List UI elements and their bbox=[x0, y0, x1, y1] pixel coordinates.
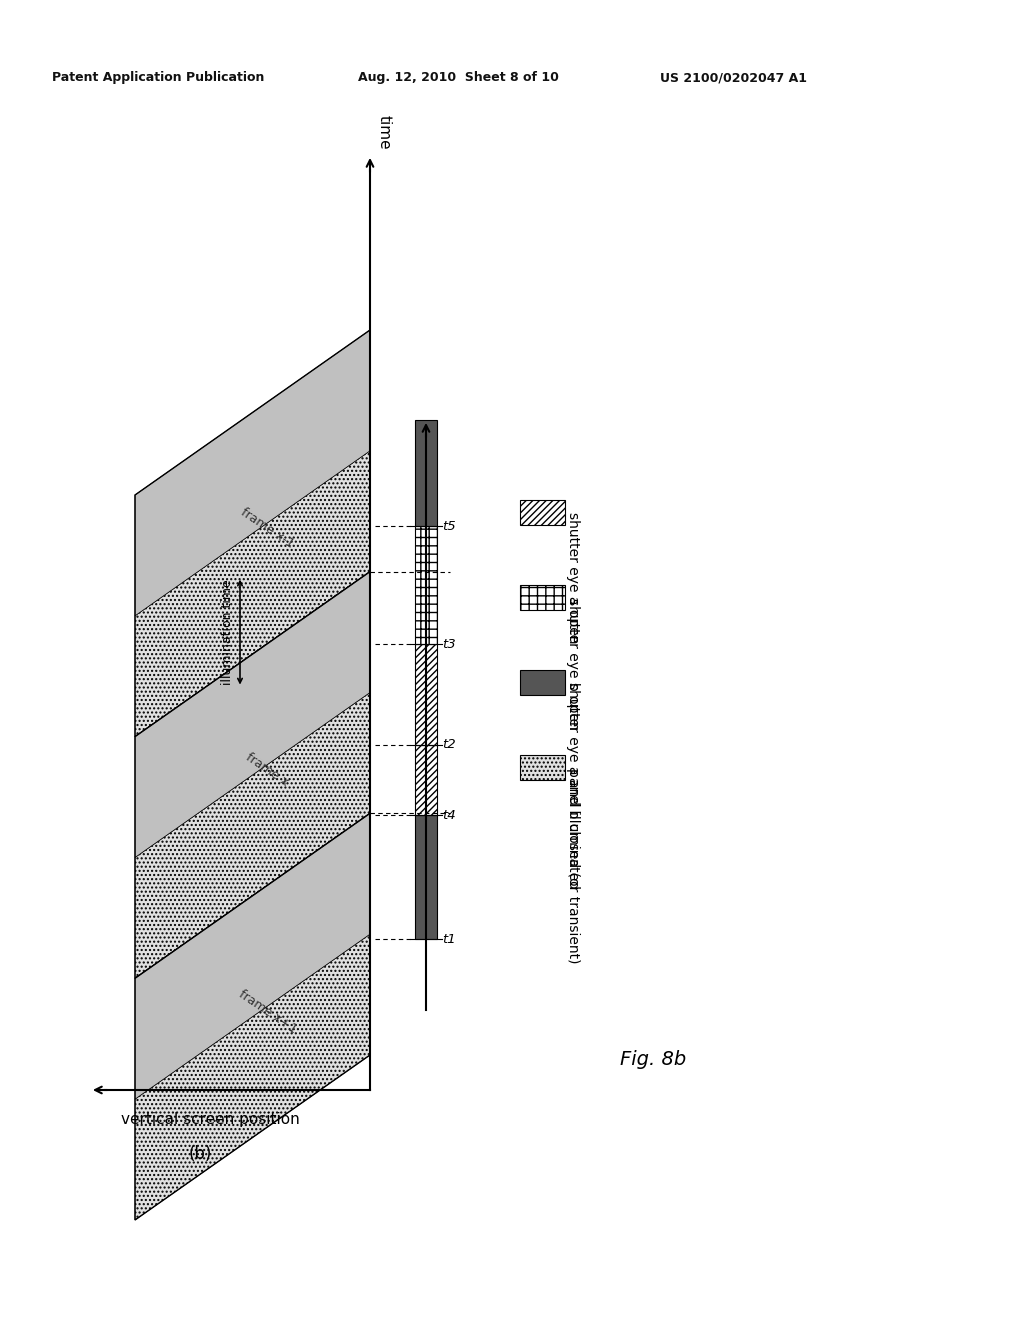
Text: vertical screen position: vertical screen position bbox=[121, 1111, 299, 1127]
Text: shutter eye a open: shutter eye a open bbox=[566, 512, 580, 644]
Text: time: time bbox=[377, 115, 392, 150]
Text: Fig. 8b: Fig. 8b bbox=[620, 1049, 686, 1069]
Polygon shape bbox=[135, 572, 370, 858]
Polygon shape bbox=[135, 693, 370, 978]
Bar bbox=[415, 816, 437, 940]
Text: t4: t4 bbox=[442, 809, 456, 822]
Text: frame x: frame x bbox=[244, 751, 291, 789]
Polygon shape bbox=[135, 813, 370, 1100]
Bar bbox=[520, 755, 565, 780]
Text: shutter eye a and b closed (or transient): shutter eye a and b closed (or transient… bbox=[566, 682, 580, 964]
Text: frame x+1: frame x+1 bbox=[237, 987, 299, 1036]
Text: shutter eye b open: shutter eye b open bbox=[566, 598, 580, 729]
Text: illumination time: illumination time bbox=[221, 579, 234, 685]
Text: t2: t2 bbox=[442, 738, 456, 751]
Bar bbox=[415, 644, 437, 744]
Polygon shape bbox=[135, 935, 370, 1220]
Polygon shape bbox=[135, 451, 370, 737]
Bar bbox=[415, 744, 437, 816]
Bar bbox=[520, 500, 565, 525]
Text: (b): (b) bbox=[188, 1144, 212, 1163]
Text: t5: t5 bbox=[442, 520, 456, 533]
Bar bbox=[520, 585, 565, 610]
Text: Patent Application Publication: Patent Application Publication bbox=[52, 71, 264, 84]
Text: panel illuminated: panel illuminated bbox=[566, 767, 580, 888]
Text: US 2100/0202047 A1: US 2100/0202047 A1 bbox=[660, 71, 807, 84]
Text: t1: t1 bbox=[442, 933, 456, 945]
Polygon shape bbox=[135, 330, 370, 616]
Bar bbox=[415, 420, 437, 527]
Bar bbox=[520, 671, 565, 696]
Text: t3: t3 bbox=[442, 638, 456, 651]
Text: frame x-1: frame x-1 bbox=[239, 506, 296, 550]
Bar bbox=[415, 527, 437, 644]
Text: Aug. 12, 2010  Sheet 8 of 10: Aug. 12, 2010 Sheet 8 of 10 bbox=[358, 71, 559, 84]
